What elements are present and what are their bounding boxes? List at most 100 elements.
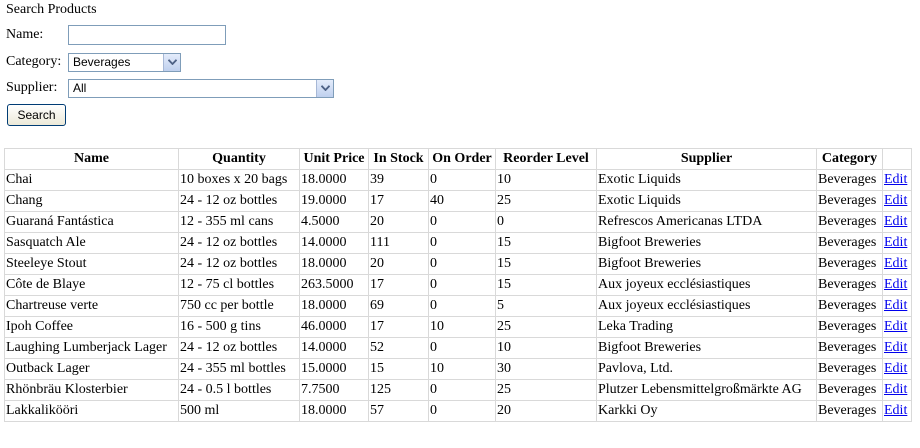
cell-reorder-level: 0 [495,211,597,233]
cell-edit: Edit [882,211,912,233]
header-supplier: Supplier [596,148,817,170]
cell-edit: Edit [882,295,912,317]
cell-supplier: Aux joyeux ecclésiastiques [596,274,817,296]
header-in-stock: In Stock [368,148,429,170]
cell-reorder-level: 25 [495,379,597,401]
cell-supplier: Bigfoot Breweries [596,253,817,275]
cell-on-order: 0 [428,400,496,422]
header-quantity: Quantity [178,148,300,170]
cell-reorder-level: 5 [495,295,597,317]
cell-on-order: 0 [428,337,496,359]
cell-in-stock: 20 [368,253,429,275]
cell-category: Beverages [816,232,883,254]
header-edit [882,148,912,170]
cell-quantity: 24 - 12 oz bottles [178,253,300,275]
cell-quantity: 12 - 355 ml cans [178,211,300,233]
cell-edit: Edit [882,169,912,191]
supplier-select-value: All [73,80,87,95]
cell-reorder-level: 15 [495,232,597,254]
cell-supplier: Refrescos Americanas LTDA [596,211,817,233]
category-row: Category: Beverages [6,51,181,73]
table-row: Ipoh Coffee 16 - 500 g tins 46.0000 17 10 25 L… [4,316,912,338]
cell-reorder-level: 15 [495,253,597,275]
cell-unit-price: 19.0000 [299,190,369,212]
cell-in-stock: 111 [368,232,429,254]
cell-reorder-level: 10 [495,337,597,359]
edit-link[interactable]: Edit [884,235,908,250]
cell-unit-price: 263.5000 [299,274,369,296]
cell-in-stock: 17 [368,190,429,212]
cell-supplier: Exotic Liquids [596,169,817,191]
cell-reorder-level: 10 [495,169,597,191]
cell-name: Laughing Lumberjack Lager [4,337,179,359]
cell-category: Beverages [816,211,883,233]
cell-unit-price: 18.0000 [299,253,369,275]
cell-edit: Edit [882,358,912,380]
cell-supplier: Leka Trading [596,316,817,338]
edit-link[interactable]: Edit [884,340,908,355]
edit-link[interactable]: Edit [884,298,908,313]
cell-edit: Edit [882,316,912,338]
name-input[interactable] [68,25,226,45]
products-table: Name Quantity Unit Price In Stock On Ord… [4,148,912,422]
cell-supplier: Pavlova, Ltd. [596,358,817,380]
cell-category: Beverages [816,358,883,380]
cell-reorder-level: 15 [495,274,597,296]
table-row: Sasquatch Ale 24 - 12 oz bottles 14.0000 11… [4,232,912,254]
cell-unit-price: 14.0000 [299,337,369,359]
cell-on-order: 0 [428,253,496,275]
cell-on-order: 0 [428,169,496,191]
cell-supplier: Exotic Liquids [596,190,817,212]
chevron-down-icon[interactable] [316,79,333,97]
table-row: Côte de Blaye 12 - 75 cl bottles 263.5000 1… [4,274,912,296]
cell-category: Beverages [816,274,883,296]
table-row: Rhönbräu Klosterbier 24 - 0.5 l bottles 7.… [4,379,912,401]
category-select[interactable]: Beverages [68,52,181,72]
edit-link[interactable]: Edit [884,193,908,208]
edit-link[interactable]: Edit [884,382,908,397]
cell-supplier: Aux joyeux ecclésiastiques [596,295,817,317]
cell-name: Rhönbräu Klosterbier [4,379,179,401]
cell-unit-price: 7.7500 [299,379,369,401]
table-row: Chartreuse verte 750 cc per bottle 18.0000… [4,295,912,317]
edit-link[interactable]: Edit [884,277,908,292]
cell-on-order: 0 [428,211,496,233]
cell-name: Outback Lager [4,358,179,380]
category-select-value: Beverages [73,54,131,69]
cell-edit: Edit [882,379,912,401]
category-label: Category: [6,54,62,69]
cell-in-stock: 17 [368,274,429,296]
cell-name: Steeleye Stout [4,253,179,275]
table-row: Outback Lager 24 - 355 ml bottles 15.0000 1… [4,358,912,380]
chevron-down-icon[interactable] [163,53,180,71]
cell-edit: Edit [882,253,912,275]
name-label: Name: [6,27,44,42]
header-reorder-level: Reorder Level [495,148,597,170]
cell-quantity: 24 - 355 ml bottles [178,358,300,380]
cell-supplier: Karkki Oy [596,400,817,422]
cell-unit-price: 18.0000 [299,400,369,422]
cell-in-stock: 69 [368,295,429,317]
edit-link[interactable]: Edit [884,403,908,418]
edit-link[interactable]: Edit [884,319,908,334]
cell-unit-price: 18.0000 [299,295,369,317]
cell-edit: Edit [882,232,912,254]
edit-link[interactable]: Edit [884,256,908,271]
cell-quantity: 750 cc per bottle [178,295,300,317]
cell-on-order: 0 [428,379,496,401]
cell-name: Côte de Blaye [4,274,179,296]
edit-link[interactable]: Edit [884,214,908,229]
edit-link[interactable]: Edit [884,172,908,187]
edit-link[interactable]: Edit [884,361,908,376]
cell-quantity: 500 ml [178,400,300,422]
cell-unit-price: 15.0000 [299,358,369,380]
cell-on-order: 0 [428,274,496,296]
cell-unit-price: 4.5000 [299,211,369,233]
cell-quantity: 16 - 500 g tins [178,316,300,338]
search-button[interactable]: Search [7,104,66,126]
supplier-select[interactable]: All [68,78,334,98]
header-name: Name [4,148,179,170]
cell-unit-price: 18.0000 [299,169,369,191]
cell-name: Chartreuse verte [4,295,179,317]
cell-supplier: Bigfoot Breweries [596,337,817,359]
